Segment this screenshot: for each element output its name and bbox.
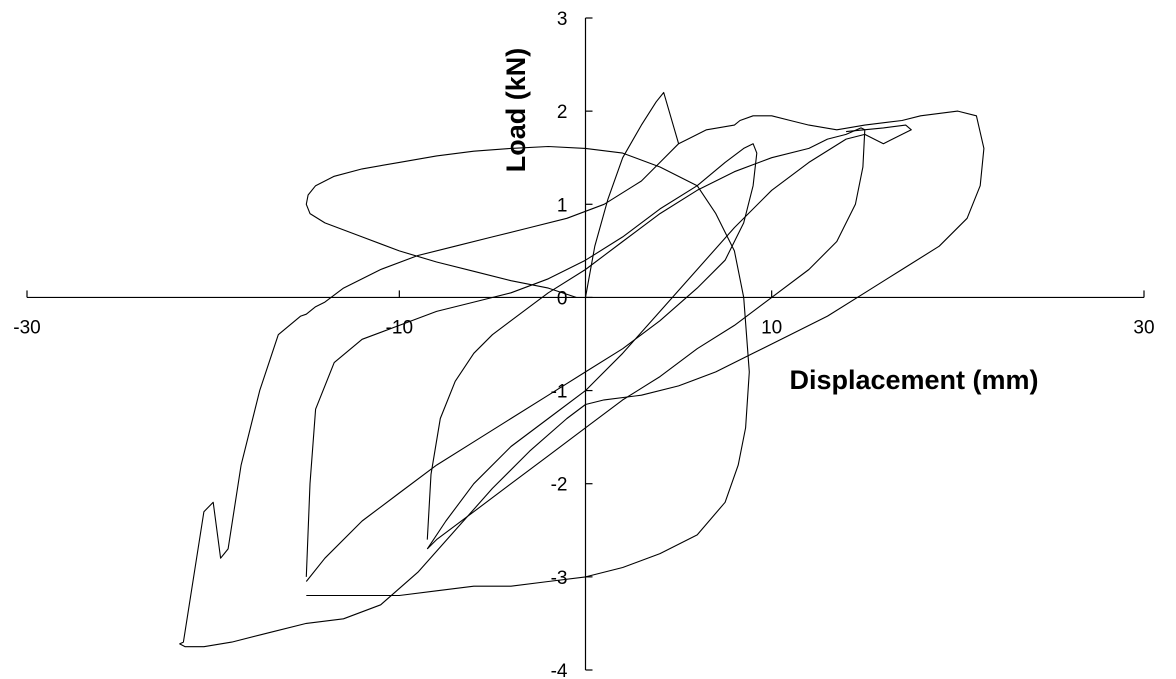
x-axis-title: Displacement (mm) — [789, 365, 1038, 395]
hysteresis-loop-2 — [305, 145, 750, 597]
hysteresis-loop-3 — [305, 143, 758, 582]
x-tick-label: -10 — [386, 317, 413, 338]
y-tick-label: -4 — [551, 661, 568, 679]
y-tick-label: -2 — [551, 475, 568, 496]
y-axis-title: Load (kN) — [501, 48, 531, 173]
y-tick-label: 1 — [557, 195, 568, 216]
y-tick-label: -1 — [551, 382, 568, 403]
x-axis-ticks: -30 -10 10 30 — [13, 290, 1155, 338]
y-tick-label: 2 — [557, 102, 568, 123]
y-tick-label: 3 — [557, 9, 568, 30]
hysteresis-loop-1 — [179, 91, 985, 648]
y-axis-ticks: -4 -3 -2 -1 0 1 2 3 — [551, 9, 593, 679]
y-tick-label: 0 — [557, 288, 568, 309]
hysteresis-loop-4 — [426, 127, 866, 550]
y-tick-label: -3 — [551, 568, 568, 589]
hysteresis-loop-5 — [426, 124, 912, 550]
x-tick-label: -30 — [13, 317, 40, 338]
x-tick-label: 10 — [761, 317, 782, 338]
x-tick-label: 30 — [1133, 317, 1154, 338]
load-displacement-curves — [179, 91, 985, 648]
